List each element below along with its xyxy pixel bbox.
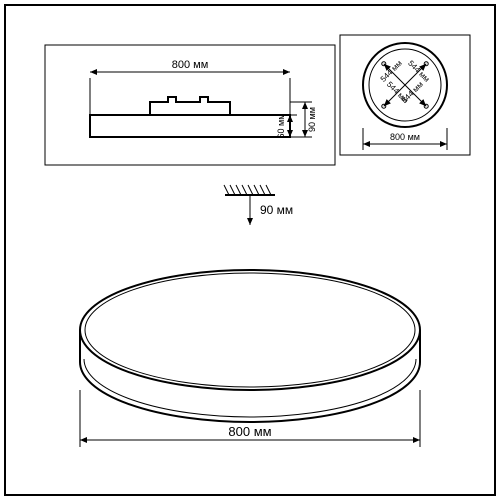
svg-text:90 мм: 90 мм (260, 203, 293, 217)
svg-text:800 мм: 800 мм (172, 59, 209, 71)
svg-text:60 мм: 60 мм (276, 114, 286, 139)
svg-text:90 мм: 90 мм (307, 107, 317, 132)
svg-text:800 мм: 800 мм (228, 424, 271, 439)
svg-text:800 мм: 800 мм (390, 132, 420, 142)
